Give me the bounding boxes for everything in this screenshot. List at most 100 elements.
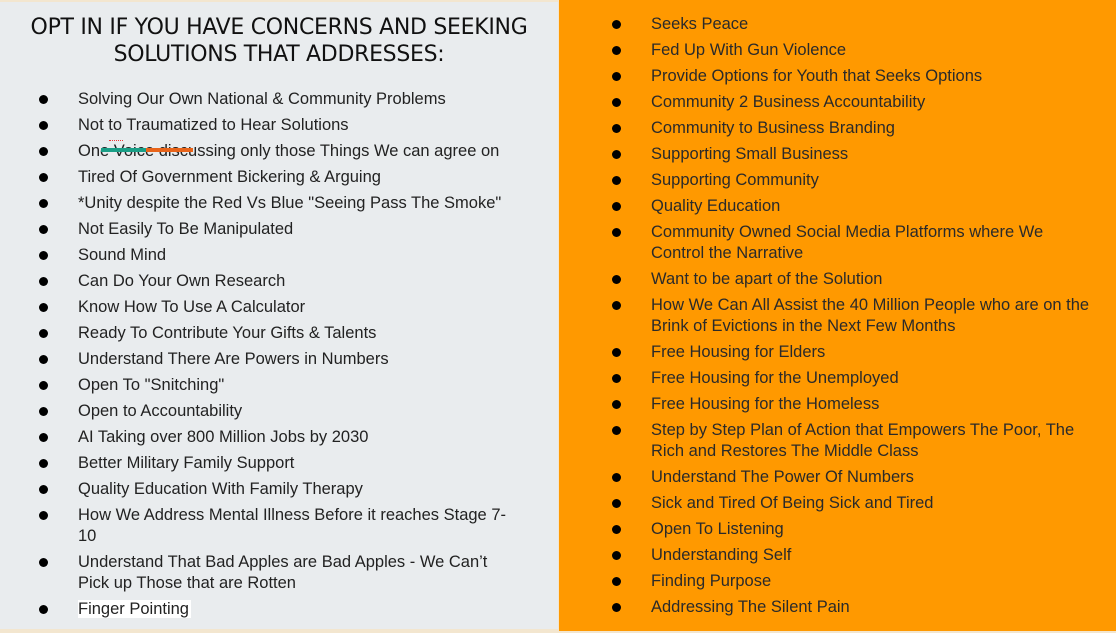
list-item: One Voice discussing only those Things W… [0,141,520,162]
list-item-text[interactable]: Understand That Bad Apples are Bad Apple… [78,553,488,592]
list-item: Finger Pointing [0,599,520,620]
list-item-text[interactable]: Open To "Snitching" [78,376,225,394]
list-item: Tired Of Government Bickering & Arguing [0,167,520,188]
list-item-text[interactable]: Free Housing for the Unemployed [651,369,899,387]
list-item: Supporting Small Business [559,144,1099,165]
list-item: Not Easily To Be Manipulated [0,219,520,240]
list-item: Provide Options for Youth that Seeks Opt… [559,66,1099,87]
bullet-icon [39,407,48,416]
bullet-icon [39,355,48,364]
list-item-text[interactable]: Community to Business Branding [651,119,895,137]
list-item: AI Taking over 800 Million Jobs by 2030 [0,427,520,448]
bullet-icon [39,277,48,286]
bullet-icon [612,98,621,107]
list-item-text[interactable]: How We Address Mental Illness Before it … [78,506,506,545]
list-item: Open to Accountability [0,401,520,422]
list-item-text[interactable]: Understanding Self [651,546,792,564]
list-item-text[interactable]: Seeks Peace [651,15,749,33]
bullet-icon [612,426,621,435]
list-item-text[interactable]: *Unity despite the Red Vs Blue "Seeing P… [78,194,502,212]
list-item: How We Address Mental Illness Before it … [0,505,520,547]
bullet-icon [612,348,621,357]
list-item-text[interactable]: Fed Up With Gun Violence [651,41,847,59]
left-panel: OPT IN IF YOU HAVE CONCERNS AND SEEKING … [0,2,558,629]
list-item-text[interactable]: Finding Purpose [651,572,772,590]
bullet-icon [39,225,48,234]
list-item-text[interactable]: Want to be apart of the Solution [651,270,883,288]
list-item: Quality Education [559,196,1099,217]
list-item: Open To "Snitching" [0,375,520,396]
bullet-icon [612,301,621,310]
list-item-text[interactable]: Solving Our Own National & Community Pro… [78,90,446,108]
list-item: Want to be apart of the Solution [559,269,1099,290]
bullet-icon [39,121,48,130]
text-cursor-highlight [101,148,193,152]
list-item: Seeks Peace [559,14,1099,35]
list-item-text[interactable]: Know How To Use A Calculator [78,298,306,316]
list-item: Understand That Bad Apples are Bad Apple… [0,552,520,594]
list-item-text[interactable]: Addressing The Silent Pain [651,598,850,616]
bullet-icon [612,473,621,482]
list-item: Quality Education With Family Therapy [0,479,520,500]
bullet-icon [39,199,48,208]
list-item-text[interactable]: Step by Step Plan of Action that Empower… [651,421,1075,460]
list-item-text[interactable]: Sound Mind [78,246,167,264]
list-item-text[interactable]: Supporting Small Business [651,145,849,163]
list-item: Community 2 Business Accountability [559,92,1099,113]
list-item: Understanding Self [559,545,1099,566]
bullet-icon [39,95,48,104]
list-item: Sound Mind [0,245,520,266]
list-item: Step by Step Plan of Action that Empower… [559,420,1099,462]
bullet-icon [39,511,48,520]
bullet-icon [39,381,48,390]
list-item: Understand There Are Powers in Numbers [0,349,520,370]
bullet-icon [612,551,621,560]
list-item-text[interactable]: Better Military Family Support [78,454,295,472]
list-item-text[interactable]: Free Housing for Elders [651,343,826,361]
list-item: Supporting Community [559,170,1099,191]
list-item-text[interactable]: Understand The Power Of Numbers [651,468,914,486]
list-item: Free Housing for the Unemployed [559,368,1099,389]
list-item-text[interactable]: Sick and Tired Of Being Sick and Tired [651,494,934,512]
list-item: Solving Our Own National & Community Pro… [0,89,520,110]
list-item-text[interactable]: Tired Of Government Bickering & Arguing [78,168,381,186]
bullet-icon [39,147,48,156]
list-item: Understand The Power Of Numbers [559,467,1099,488]
bullet-icon [612,228,621,237]
list-item-text[interactable]: Not Easily To Be Manipulated [78,220,294,238]
list-item-text[interactable]: Not to Traumatized to Hear Solutions [78,116,349,134]
bullet-icon [612,400,621,409]
list-item-text[interactable]: How We Can All Assist the 40 Million Peo… [651,296,1090,335]
bullet-icon [612,603,621,612]
list-item-text[interactable]: Understand There Are Powers in Numbers [78,350,389,368]
list-item-text[interactable]: AI Taking over 800 Million Jobs by 2030 [78,428,369,446]
list-item-text[interactable]: Can Do Your Own Research [78,272,286,290]
bullet-icon [39,173,48,182]
bullet-icon [39,303,48,312]
list-item-text[interactable]: Supporting Community [651,171,819,189]
list-item-text[interactable]: Provide Options for Youth that Seeks Opt… [651,67,983,85]
list-item: Community to Business Branding [559,118,1099,139]
list-item-text[interactable]: Quality Education With Family Therapy [78,480,363,498]
list-item: Finding Purpose [559,571,1099,592]
list-item: Fed Up With Gun Violence [559,40,1099,61]
right-panel: Seeks Peace Fed Up With Gun Violence Provi… [559,0,1116,631]
list-item-text[interactable]: Community 2 Business Accountability [651,93,926,111]
list-item-text[interactable]: Community Owned Social Media Platforms w… [651,223,1044,262]
list-item: Sick and Tired Of Being Sick and Tired [559,493,1099,514]
list-item-text[interactable]: Open to Accountability [78,402,243,420]
list-item: Free Housing for the Homeless [559,394,1099,415]
bullet-icon [39,459,48,468]
list-item: Free Housing for Elders [559,342,1099,363]
list-item: Know How To Use A Calculator [0,297,520,318]
list-item-text[interactable]: Ready To Contribute Your Gifts & Talents [78,324,377,342]
list-item-text[interactable]: Free Housing for the Homeless [651,395,880,413]
list-item-text[interactable]: One Voice discussing only those Things W… [78,142,500,160]
list-item: Ready To Contribute Your Gifts & Talents [0,323,520,344]
list-item-text[interactable]: Finger Pointing [78,600,191,618]
list-item-text[interactable]: Open To Listening [651,520,784,538]
right-bullet-list: Seeks Peace Fed Up With Gun Violence Provi… [559,14,1099,623]
list-item: Not to Traumatized to Hear Solutions [0,115,520,136]
list-item-text[interactable]: Quality Education [651,197,781,215]
bullet-icon [612,499,621,508]
